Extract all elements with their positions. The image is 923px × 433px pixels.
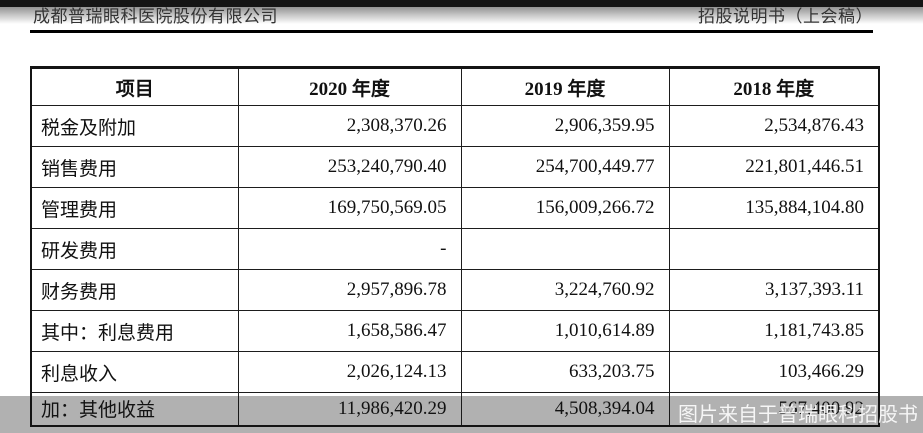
table-row: 研发费用 -	[30, 228, 880, 270]
table-row: 税金及附加 2,308,370.26 2,906,359.95 2,534,87…	[30, 105, 880, 147]
cell-2020: -	[237, 228, 462, 270]
expense-table: 项目 2020 年度 2019 年度 2018 年度 税金及附加 2,308,3…	[30, 66, 880, 427]
cell-2019: 2,906,359.95	[460, 105, 670, 147]
doc-title: 招股说明书（上会稿）	[698, 7, 873, 26]
row-label: 税金及附加	[30, 105, 239, 147]
cell-2020: 2,957,896.78	[237, 269, 462, 311]
column-header-2020: 2020 年度	[237, 67, 462, 106]
table-row: 利息收入 2,026,124.13 633,203.75 103,466.29	[30, 351, 880, 393]
cell-2018: 3,137,393.11	[668, 269, 880, 311]
cell-2020: 11,986,420.29	[237, 392, 462, 426]
top-dark-bar	[0, 0, 923, 7]
cell-2019: 1,010,614.89	[460, 310, 670, 352]
table-row: 加：其他收益 11,986,420.29 4,508,394.04 567,40…	[30, 392, 880, 426]
cell-2020: 1,658,586.47	[237, 310, 462, 352]
cell-2019: 3,224,760.92	[460, 269, 670, 311]
table-row: 管理费用 169,750,569.05 156,009,266.72 135,8…	[30, 187, 880, 229]
table-row: 财务费用 2,957,896.78 3,224,760.92 3,137,393…	[30, 269, 880, 311]
row-label: 销售费用	[30, 146, 239, 188]
cell-2020: 2,308,370.26	[237, 105, 462, 147]
top-bar-shadow	[0, 7, 923, 24]
cell-2018: 1,181,743.85	[668, 310, 880, 352]
row-label: 研发费用	[30, 228, 239, 270]
company-name: 成都普瑞眼科医院股份有限公司	[33, 7, 278, 26]
row-label: 加：其他收益	[30, 392, 239, 426]
row-label: 利息收入	[30, 351, 239, 393]
column-header-item: 项目	[30, 67, 239, 106]
cell-2018	[668, 228, 880, 270]
row-label: 管理费用	[30, 187, 239, 229]
cell-2019	[460, 228, 670, 270]
table-row: 其中：利息费用 1,658,586.47 1,010,614.89 1,181,…	[30, 310, 880, 352]
cell-2020: 2,026,124.13	[237, 351, 462, 393]
cell-2019: 633,203.75	[460, 351, 670, 393]
page-running-header: 成都普瑞眼科医院股份有限公司 招股说明书（上会稿）	[33, 6, 873, 28]
column-header-2019: 2019 年度	[460, 67, 670, 106]
table-row: 销售费用 253,240,790.40 254,700,449.77 221,8…	[30, 146, 880, 188]
cell-2018: 2,534,876.43	[668, 105, 880, 147]
row-label: 财务费用	[30, 269, 239, 311]
watermark-text: 图片来自于普瑞眼科招股书	[678, 402, 918, 426]
table-header-row: 项目 2020 年度 2019 年度 2018 年度	[30, 67, 880, 106]
column-header-2018: 2018 年度	[668, 67, 880, 106]
cell-2018: 135,884,104.80	[668, 187, 880, 229]
cell-2018: 567,400.92	[668, 392, 880, 426]
cell-2020: 169,750,569.05	[237, 187, 462, 229]
watermark-overlay: 图片来自于普瑞眼科招股书	[0, 396, 923, 433]
cell-2019: 254,700,449.77	[460, 146, 670, 188]
cell-2018: 103,466.29	[668, 351, 880, 393]
cell-2020: 253,240,790.40	[237, 146, 462, 188]
row-label: 其中：利息费用	[30, 310, 239, 352]
header-rule	[30, 30, 873, 33]
cell-2019: 156,009,266.72	[460, 187, 670, 229]
cell-2018: 221,801,446.51	[668, 146, 880, 188]
cell-2019: 4,508,394.04	[460, 392, 670, 426]
